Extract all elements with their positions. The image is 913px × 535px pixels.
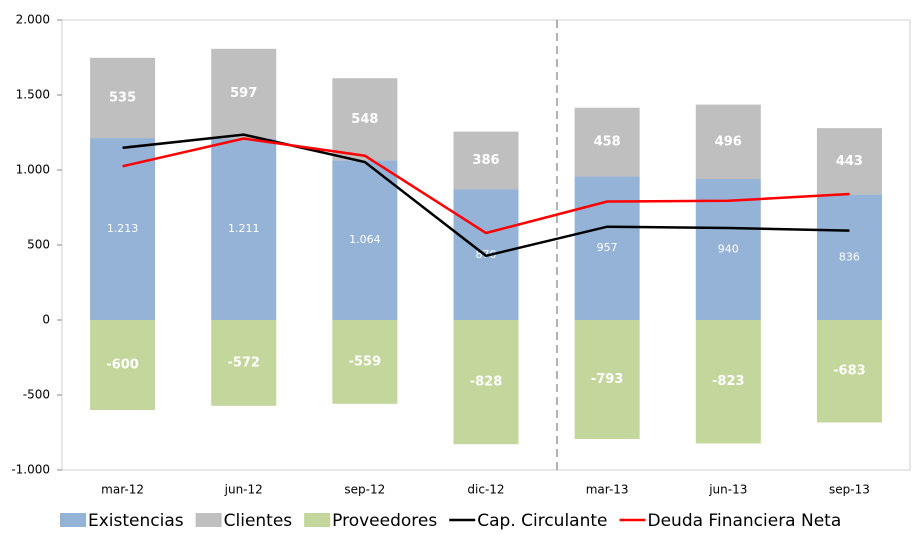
- line: [122, 137, 850, 235]
- bar: [332, 160, 398, 320]
- x-tick-label: dic-12: [467, 483, 504, 497]
- bar: [574, 107, 640, 177]
- legend-swatch: [304, 513, 331, 527]
- y-tick-label: 500: [27, 238, 50, 252]
- bar: [816, 128, 882, 195]
- data-label: -823: [712, 374, 745, 389]
- data-label: 535: [109, 90, 136, 105]
- data-label: -683: [833, 364, 866, 379]
- data-label: 836: [839, 250, 860, 263]
- bar: [453, 320, 519, 445]
- y-tick-label: 1.000: [16, 163, 50, 177]
- y-tick-label: -1.000: [11, 463, 50, 477]
- data-label: 443: [836, 154, 863, 169]
- bar: [816, 320, 882, 423]
- data-label: 458: [594, 135, 621, 150]
- y-tick-label: 2.000: [16, 13, 50, 27]
- bar: [695, 320, 761, 444]
- x-tick-label: jun-12: [224, 483, 263, 497]
- data-label: -793: [591, 372, 624, 387]
- data-label: -559: [349, 354, 382, 369]
- data-label: 1.211: [228, 222, 260, 235]
- data-label: -572: [227, 355, 260, 370]
- legend-label: Proveedores: [332, 511, 437, 531]
- legend-swatch: [195, 513, 222, 527]
- data-label: 386: [472, 153, 499, 168]
- x-tick-label: mar-12: [101, 483, 144, 497]
- legend-label: Cap. Circulante: [477, 511, 607, 531]
- y-tick-label: -500: [23, 388, 50, 402]
- bar: [90, 320, 156, 410]
- bar: [211, 48, 277, 139]
- legend-label: Existencias: [88, 511, 184, 531]
- x-tick-label: jun-13: [708, 483, 747, 497]
- bar: [574, 320, 640, 439]
- data-label: 957: [597, 241, 618, 254]
- data-label: 940: [718, 243, 739, 256]
- data-label: 597: [230, 86, 257, 101]
- data-label: -600: [106, 358, 139, 373]
- x-tick-label: sep-12: [344, 483, 385, 497]
- legend-label: Clientes: [224, 511, 293, 531]
- data-label: -828: [470, 375, 503, 390]
- x-tick-label: sep-13: [829, 483, 870, 497]
- bar: [695, 104, 761, 179]
- bar: [332, 78, 398, 161]
- x-tick-label: mar-13: [586, 483, 629, 497]
- line: [122, 133, 850, 258]
- legend-label: Deuda Financiera Neta: [648, 511, 842, 531]
- bar: [211, 138, 277, 320]
- y-tick-label: 1.500: [16, 88, 50, 102]
- bar: [90, 57, 156, 139]
- data-label: 1.213: [107, 222, 139, 235]
- legend-swatch: [60, 513, 86, 527]
- bar: [695, 179, 761, 320]
- y-tick-label: 0: [42, 313, 50, 327]
- bar: [90, 138, 156, 320]
- data-label: 496: [715, 134, 742, 149]
- bar: [816, 194, 882, 320]
- data-label: 1.064: [349, 233, 381, 246]
- bar: [211, 320, 277, 406]
- bar: [453, 131, 519, 190]
- data-label: 548: [351, 112, 378, 127]
- bar: [332, 320, 398, 404]
